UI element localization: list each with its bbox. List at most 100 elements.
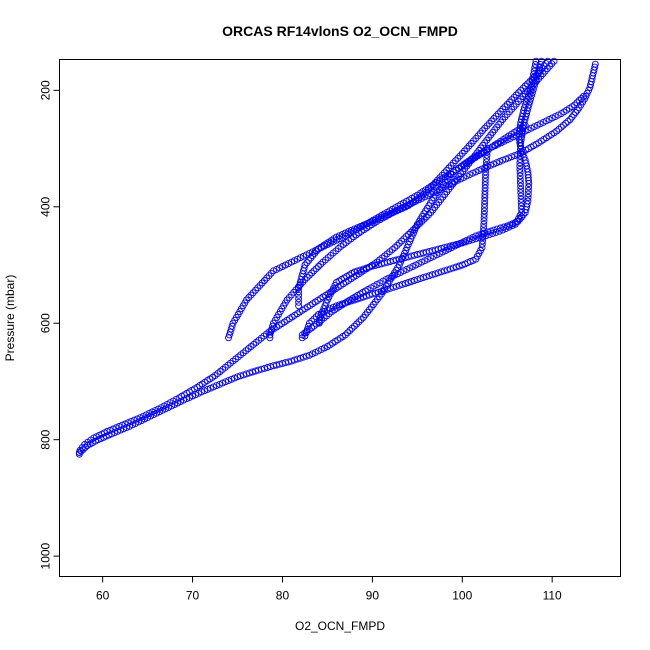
data-point [335, 301, 343, 309]
data-point [303, 326, 311, 334]
data-point [312, 265, 320, 273]
data-point [499, 105, 507, 113]
data-point [338, 300, 346, 308]
data-point [305, 271, 313, 279]
data-point [410, 277, 418, 284]
data-point [249, 368, 256, 376]
data-point [511, 152, 519, 160]
data-point [472, 235, 480, 243]
x-tick-label: 90 [366, 589, 380, 603]
data-point [480, 210, 488, 218]
data-point [497, 107, 504, 115]
data-point [207, 384, 214, 392]
data-point [252, 367, 259, 375]
data-point [525, 183, 533, 191]
y-axis-label: Pressure (mbar) [3, 275, 17, 362]
data-point [506, 98, 513, 106]
data-point [517, 192, 525, 200]
data-point [536, 64, 544, 71]
data-point [487, 161, 495, 169]
data-point [400, 235, 408, 243]
x-tick-label: 100 [452, 589, 472, 603]
chart-title: ORCAS RF14vlonS O2_OCN_FMPD [222, 23, 458, 39]
data-point [293, 355, 301, 363]
data-point [344, 298, 352, 306]
data-point [555, 125, 563, 133]
data-point [310, 315, 318, 323]
data-point [517, 86, 525, 94]
data-point [570, 111, 578, 119]
data-point [407, 278, 415, 285]
data-point [371, 261, 379, 269]
data-point [404, 279, 412, 286]
data-point [348, 324, 356, 332]
data-point [295, 291, 303, 299]
data-point [434, 269, 442, 277]
data-point [505, 154, 513, 162]
data-point [247, 291, 255, 299]
data-point [566, 116, 574, 123]
data-point [443, 266, 451, 274]
data-point [350, 296, 358, 304]
data-point [575, 97, 583, 104]
data-point [512, 91, 520, 99]
data-point [481, 174, 489, 182]
data-point [481, 194, 489, 202]
data-point [517, 195, 525, 203]
data-point [311, 249, 319, 257]
data-point [353, 320, 361, 328]
data-point [359, 313, 367, 321]
data-point [480, 214, 488, 222]
data-point [425, 272, 433, 280]
data-point [502, 155, 510, 163]
data-point [516, 165, 524, 173]
data-point [346, 327, 354, 334]
data-point [75, 450, 83, 458]
data-point [353, 295, 361, 303]
data-point [496, 158, 504, 165]
data-point [447, 162, 455, 170]
data-point [319, 258, 327, 266]
data-point [304, 322, 312, 330]
y-tick-label: 600 [39, 313, 53, 333]
data-point [508, 96, 516, 104]
data-point [564, 117, 572, 125]
data-point [254, 284, 262, 292]
data-point [492, 112, 500, 120]
data-point [465, 237, 473, 245]
data-point [528, 92, 535, 100]
data-point [79, 445, 87, 453]
data-point [517, 182, 525, 190]
data-point [502, 225, 510, 233]
y-axis: 200 400 600 800 1000 [39, 80, 60, 569]
data-point [518, 213, 526, 221]
data-point [499, 226, 507, 234]
data-point [530, 73, 538, 81]
data-point [532, 57, 540, 65]
data-point [482, 171, 489, 179]
data-point [479, 230, 487, 238]
data-point [456, 152, 464, 160]
x-tick-label: 80 [276, 589, 290, 603]
plot-frame [59, 59, 621, 577]
data-point [267, 269, 275, 277]
data-point [463, 145, 471, 153]
data-point [482, 158, 490, 166]
data-point [225, 331, 233, 339]
data-point [123, 424, 131, 432]
data-point [519, 84, 527, 92]
y-tick-label: 800 [39, 429, 53, 449]
data-point [317, 260, 325, 268]
data-point [295, 281, 303, 289]
data-point [500, 223, 508, 231]
x-tick-label: 60 [96, 589, 110, 603]
data-point [270, 362, 277, 370]
data-point [240, 371, 247, 379]
data-point [516, 172, 524, 180]
data-point [407, 228, 415, 236]
data-point [130, 416, 138, 424]
data-point [478, 240, 486, 248]
data-point [517, 199, 525, 207]
data-point [572, 109, 579, 116]
